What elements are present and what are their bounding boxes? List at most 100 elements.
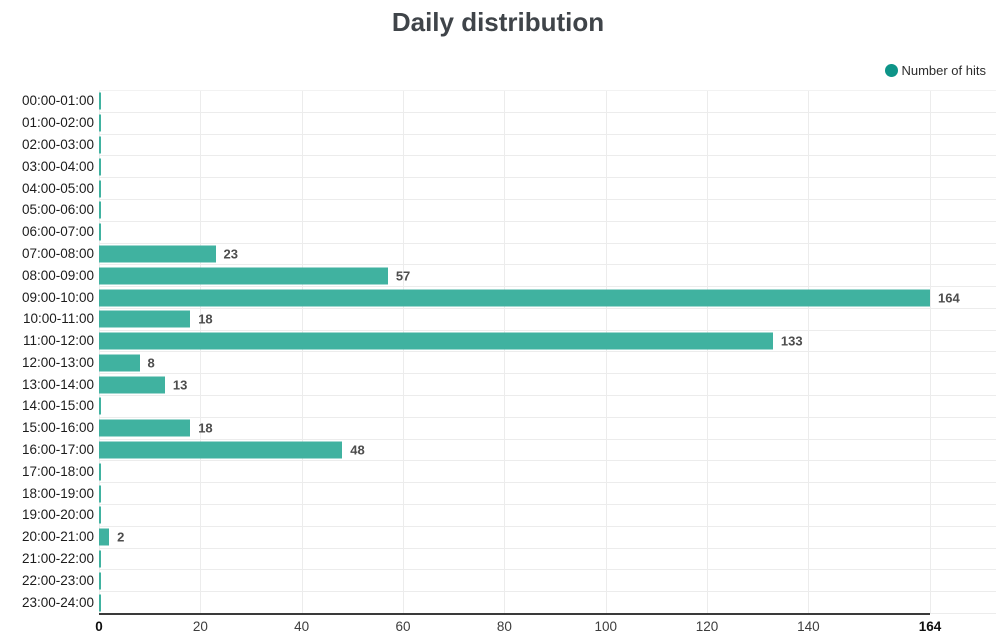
bar[interactable] — [99, 267, 388, 285]
bar-row: 23 — [99, 244, 996, 266]
bar[interactable] — [99, 572, 101, 590]
y-axis-label: 08:00-09:00 — [21, 267, 94, 283]
gridline-vertical — [99, 91, 100, 614]
bar[interactable] — [99, 310, 191, 328]
y-axis-label: 01:00-02:00 — [21, 115, 94, 131]
bar-value-label: 18 — [198, 420, 213, 436]
gridline-vertical — [200, 91, 202, 614]
bar[interactable] — [99, 550, 101, 568]
bar-row — [99, 549, 996, 571]
bar-row: 2 — [99, 527, 996, 549]
bar-value-label: 8 — [147, 355, 155, 371]
bar[interactable] — [99, 354, 140, 372]
bar[interactable] — [99, 376, 165, 394]
y-axis-label: 19:00-20:00 — [21, 507, 94, 523]
y-axis-label: 14:00-15:00 — [21, 398, 94, 414]
y-axis-label: 17:00-18:00 — [21, 463, 94, 479]
bar[interactable] — [99, 594, 101, 612]
legend-label: Number of hits — [901, 63, 986, 78]
bar-row — [99, 178, 996, 200]
bar-row: 18 — [99, 309, 996, 331]
bar[interactable] — [99, 158, 101, 176]
plot-area: 23 57 164 18 133 8 13 18 48 2 — [99, 90, 996, 614]
bar-value-label: 57 — [395, 268, 411, 284]
bar-value-label: 2 — [117, 529, 125, 545]
bar-row: 164 — [99, 287, 996, 309]
bar-row — [99, 113, 996, 135]
x-axis-tick-label: 100 — [594, 619, 617, 634]
bar-row — [99, 461, 996, 484]
y-axis-label: 18:00-19:00 — [21, 485, 94, 501]
bar-value-label: 133 — [780, 333, 803, 349]
bar-row — [99, 200, 996, 222]
bar-row — [99, 222, 996, 244]
x-axis-tick-label: 120 — [695, 619, 719, 634]
bar[interactable] — [99, 441, 343, 459]
bar-row: 18 — [99, 418, 996, 440]
bar-row — [99, 483, 996, 506]
y-axis-label: 21:00-22:00 — [21, 551, 94, 566]
bar-row — [99, 135, 996, 157]
bar-row — [99, 570, 996, 593]
bar[interactable] — [99, 201, 101, 219]
gridline-vertical — [605, 91, 607, 614]
x-axis-tick-label: 40 — [294, 619, 310, 634]
y-axis-label: 13:00-14:00 — [21, 376, 94, 392]
bar[interactable] — [99, 528, 110, 546]
x-axis-tick-label: 140 — [797, 619, 820, 634]
bar-row: 8 — [99, 352, 996, 375]
bar[interactable] — [99, 92, 101, 110]
bar-row — [99, 91, 996, 113]
y-axis-label: 06:00-07:00 — [21, 224, 94, 240]
y-axis-label: 05:00-06:00 — [21, 202, 94, 218]
legend-item-number-of-hits[interactable]: Number of hits — [885, 63, 986, 78]
gridline-vertical — [301, 91, 303, 614]
bar[interactable] — [99, 397, 101, 415]
bar-row — [99, 396, 996, 418]
bar-value-label: 48 — [350, 442, 365, 458]
bar[interactable] — [99, 136, 101, 154]
legend-marker-icon — [885, 64, 899, 77]
bar[interactable] — [99, 223, 101, 241]
bar-value-label: 18 — [198, 311, 213, 327]
y-axis-label: 00:00-01:00 — [21, 93, 94, 109]
y-axis-label: 03:00-04:00 — [21, 158, 94, 174]
x-axis-line — [99, 613, 930, 615]
bar[interactable] — [99, 289, 930, 306]
bar[interactable] — [99, 463, 101, 481]
y-axis-label: 20:00-21:00 — [21, 529, 94, 545]
y-axis-label: 12:00-13:00 — [21, 354, 94, 370]
gridline-vertical — [504, 91, 506, 614]
y-axis-label: 22:00-23:00 — [21, 572, 94, 588]
bar-row — [99, 592, 996, 614]
bar[interactable] — [99, 485, 101, 503]
x-axis-labels: 0 20 40 60 80 100 120 140 164 — [95, 619, 996, 637]
bar-value-label: 164 — [938, 290, 960, 305]
y-axis-label: 04:00-05:00 — [21, 180, 94, 196]
bar[interactable] — [99, 114, 101, 132]
bar-row — [99, 505, 996, 527]
gridline-vertical — [403, 91, 405, 614]
gridline-vertical — [707, 91, 709, 614]
chart-title: Daily distribution — [391, 7, 605, 37]
x-axis-tick-label: 20 — [192, 619, 208, 634]
bar-row: 13 — [99, 374, 996, 397]
x-axis-tick-label: 60 — [395, 619, 411, 634]
bar[interactable] — [99, 332, 773, 350]
x-axis-tick-label: 0 — [95, 619, 103, 634]
y-axis-label: 23:00-24:00 — [21, 594, 94, 610]
bar[interactable] — [99, 419, 191, 437]
bar[interactable] — [99, 506, 101, 524]
bar-rows: 23 57 164 18 133 8 13 18 48 2 — [99, 91, 996, 614]
bar[interactable] — [99, 245, 216, 263]
gridline-vertical — [930, 91, 931, 614]
bar[interactable] — [99, 180, 101, 198]
bar-row: 48 — [99, 440, 996, 462]
gridline-vertical — [808, 91, 810, 614]
bar-row — [99, 156, 996, 179]
y-axis-label: 15:00-16:00 — [21, 420, 94, 436]
bar-value-label: 23 — [223, 246, 238, 262]
y-axis-label: 09:00-10:00 — [21, 289, 94, 305]
y-axis-label: 10:00-11:00 — [22, 311, 94, 327]
